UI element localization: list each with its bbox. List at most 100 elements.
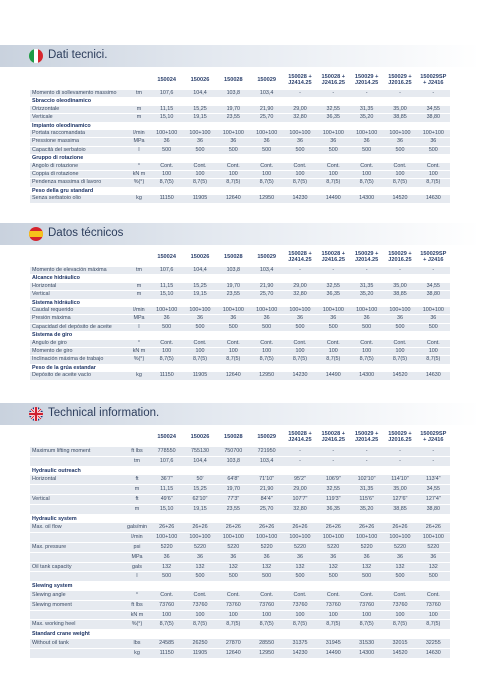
value-cell: 29,00	[283, 484, 317, 495]
value-cell: 32,80	[283, 290, 317, 300]
value-cell: 500	[150, 323, 184, 333]
value-cell: 8,7(5)	[249, 178, 284, 188]
value-cell: 100+100	[183, 532, 217, 543]
data-table: 150024 150026 150028 150029 150028 + J2414.25…	[30, 427, 450, 659]
value-cell: 38,85	[383, 113, 417, 123]
unit: l	[128, 323, 150, 333]
value-cell: 500	[216, 571, 250, 583]
value-cell: 100	[249, 610, 284, 621]
value-cell: 38,80	[416, 290, 450, 300]
value-cell: 100+100	[216, 130, 250, 139]
row-label: Oil tank capacity	[30, 562, 124, 573]
value-cell: 8,7(5)	[183, 355, 217, 365]
flag-italy	[29, 49, 43, 63]
data-row: kg 11150 11905 12640 12950 14230 14490 14300 145…	[30, 648, 450, 659]
value-cell: 5220	[216, 542, 250, 553]
header-row: 150024 150026 150028 150029 150028 + J2414.25…	[30, 427, 450, 447]
value-cell: 500	[316, 323, 350, 333]
value-cell: 100	[349, 170, 384, 180]
value-cell: 132	[183, 562, 217, 573]
value-cell: 38,80	[416, 504, 450, 515]
value-cell: 36	[383, 314, 417, 324]
value-cell: Cont.	[183, 162, 217, 172]
value-cell: 26+26	[383, 523, 417, 534]
value-cell: Cont.	[349, 162, 384, 172]
value-cell: 104,4	[183, 456, 217, 467]
group-label: Peso de la grúa estandar	[30, 364, 450, 373]
value-cell: 100+100	[383, 130, 417, 139]
column-header-line: 150029	[257, 433, 276, 440]
value-cell: 8,7(5)	[216, 178, 250, 188]
value-cell: 19,70	[216, 105, 250, 115]
value-cell: -	[283, 90, 317, 99]
value-cell: 100+100	[183, 307, 217, 316]
value-cell: 100+100	[150, 130, 184, 139]
value-cell: 100+100	[216, 532, 250, 543]
data-row: Slewing angle ° Cont. Cont. Cont. Cont. Cont. C…	[30, 590, 450, 601]
header-row: 150024 150026 150028 150029 150028 + J2414.25…	[30, 70, 450, 90]
value-cell: Cont.	[416, 590, 450, 601]
header-row: 150024 150026 150028 150029 150028 + J2414.25…	[30, 247, 450, 267]
value-cell: 500	[249, 571, 284, 583]
value-cell: -	[316, 447, 350, 457]
value-cell: 8,7(5)	[216, 355, 250, 365]
value-cell: 36	[349, 552, 384, 563]
value-cell: 34,55	[416, 105, 450, 115]
row-label: Without oil tank	[30, 638, 124, 649]
value-cell: 21,90	[249, 282, 284, 292]
value-cell: 100+100	[316, 532, 350, 543]
value-cell: 62'10"	[183, 494, 217, 505]
value-cell: 12640	[216, 372, 250, 381]
column-header-line: 150026	[190, 76, 210, 83]
value-cell: 8,7(5)	[416, 355, 450, 365]
column-header-line: 150028 +	[321, 430, 346, 437]
value-cell: 132	[283, 562, 317, 573]
column-header: 150029SP + J2416	[417, 70, 450, 90]
data-row: Presión máxima MPa 36 36 36 36 36 36 36 36 36	[30, 314, 450, 324]
value-cell: 100	[249, 170, 284, 180]
unit: l/min	[124, 532, 150, 543]
column-header: 150029SP + J2416	[417, 427, 450, 447]
value-cell: 500	[383, 323, 417, 333]
value-cell: 31,35	[349, 484, 384, 495]
row-label-empty	[30, 610, 124, 621]
value-cell: 100	[416, 347, 450, 357]
value-cell: 5220	[183, 542, 217, 553]
row-label: Horizontal	[30, 282, 128, 292]
flag-uk	[29, 407, 43, 421]
value-cell: 73760	[349, 600, 384, 611]
row-label: Coppia di rotazione	[30, 170, 128, 180]
column-header-line: 150029	[257, 253, 276, 260]
value-cell: Cont.	[416, 339, 450, 349]
data-row: Slewing moment ft lbs 73760 73760 73760 73760…	[30, 600, 450, 611]
data-row: Capacidad del depósito de aceite l 500 500 5…	[30, 323, 450, 333]
group-label: Alcance hidráulico	[30, 274, 450, 283]
value-cell: 25,70	[249, 504, 284, 515]
value-cell: 100	[150, 170, 184, 180]
column-header-line: J2414.25	[288, 80, 312, 86]
unit: gals	[124, 562, 150, 573]
value-cell: 5220	[383, 542, 417, 553]
value-cell: 27870	[216, 638, 250, 649]
value-cell: 11150	[150, 648, 184, 659]
value-cell: 107,6	[150, 267, 184, 276]
row-label: Pendenza massima di lavoro	[30, 178, 128, 188]
value-cell: 36	[249, 137, 284, 147]
row-label-empty	[30, 456, 124, 467]
value-cell: Cont.	[216, 339, 250, 349]
unit: %(°)	[124, 619, 150, 631]
value-cell: 100+100	[316, 130, 350, 139]
value-cell: 132	[383, 562, 417, 573]
value-cell: -	[316, 456, 350, 467]
value-cell: -	[383, 447, 417, 457]
group-row: Sistema de giro	[30, 331, 450, 340]
value-cell: 8,7(5)	[183, 178, 217, 188]
data-row: Momento de elevación máxima tm 107,6 104,4 1…	[30, 267, 450, 276]
unit: °	[128, 339, 150, 349]
column-header-line: J2014.25	[354, 80, 379, 86]
value-cell: Cont.	[249, 162, 284, 172]
value-cell: 119'3"	[316, 494, 350, 505]
column-header: 150029 + J2016.25	[383, 427, 416, 447]
value-cell: 15,25	[183, 105, 217, 115]
